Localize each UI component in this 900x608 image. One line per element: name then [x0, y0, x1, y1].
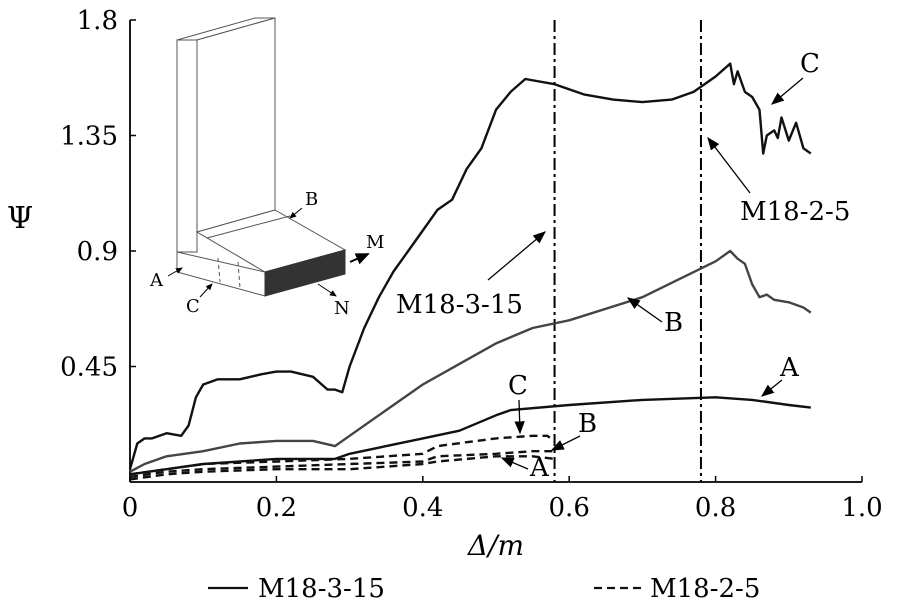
arrow-C-solid [771, 77, 804, 105]
curve-annotations: C B A C B A [500, 49, 820, 483]
legend: M18-3-15 M18-2-5 [208, 574, 760, 604]
vline-label-2: M18-2-5 [740, 197, 850, 227]
arrow-A-solid [760, 379, 783, 397]
inset-label-C: C [186, 296, 200, 317]
label-B-solid: B [664, 308, 683, 338]
series-line-M18-2-5-A-dashed [129, 455, 555, 481]
label-A-solid: A [779, 353, 800, 383]
y-tick-label: 0.9 [77, 237, 118, 267]
y-tick-label: 1.8 [77, 6, 118, 36]
x-ticks: 0 0.2 0.4 0.6 0.8 1.0 [122, 476, 883, 523]
inset-label-N: N [334, 298, 350, 319]
series-line-M18-2-5-B-dashed [129, 450, 555, 479]
arrow-B-solid [626, 297, 663, 323]
arrow-A-dashed [500, 457, 529, 470]
inset-label-M: M [366, 232, 384, 253]
x-tick-label: 1.0 [841, 493, 882, 523]
inset-arrow-N [317, 283, 337, 297]
y-tick-label: 1.35 [60, 122, 118, 152]
series-line-M18-3-15-A-solid [129, 396, 811, 476]
series-group [128, 62, 812, 481]
legend-entry-2: M18-2-5 [650, 574, 760, 604]
inset-label-A: A [149, 270, 164, 291]
inset-arrow-C [199, 283, 213, 298]
inset-section-line-3 [237, 261, 241, 289]
inset-label-B: B [305, 189, 318, 210]
x-axis-label: Δ/m [467, 529, 524, 562]
series-line-M18-2-5-C-dashed [129, 434, 556, 476]
x-tick-label: 0.8 [695, 493, 736, 523]
vline-arrow-1 [487, 231, 546, 281]
inset-wall-front [176, 39, 198, 253]
label-A-dashed: A [529, 453, 550, 483]
y-ticks: 0.45 0.9 1.35 1.8 [60, 6, 136, 383]
label-C-solid: C [800, 49, 820, 79]
vline-arrow-2 [707, 136, 751, 194]
inset-arrow-B [289, 207, 303, 219]
label-B-dashed: B [578, 409, 597, 439]
reference-lines [553, 20, 702, 482]
vline-label-1: M18-3-15 [396, 290, 523, 320]
x-tick-label: 0 [122, 493, 139, 523]
inset-dark-face [264, 249, 346, 297]
reference-line-labels: M18-3-15 M18-2-5 [396, 136, 850, 320]
series-line-M18-3-15-C-solid [128, 62, 812, 470]
label-C-dashed: C [508, 371, 528, 401]
inset-arrow-M [349, 253, 370, 265]
inset-arrow-A [167, 267, 183, 277]
x-tick-label: 0.6 [549, 493, 590, 523]
arrow-C-dashed [514, 399, 525, 435]
x-tick-label: 0.2 [256, 493, 297, 523]
legend-entry-1: M18-3-15 [258, 574, 385, 604]
inset-specimen: B M A C N [149, 17, 384, 319]
x-tick-label: 0.4 [402, 493, 443, 523]
inset-wall-face [196, 17, 276, 233]
inset-section-line [206, 215, 291, 239]
y-tick-label: 0.45 [60, 353, 118, 383]
series-line-M18-3-15-B-solid [129, 249, 812, 473]
y-axis-label: Ψ [7, 201, 33, 236]
arrow-B-dashed [550, 435, 581, 451]
